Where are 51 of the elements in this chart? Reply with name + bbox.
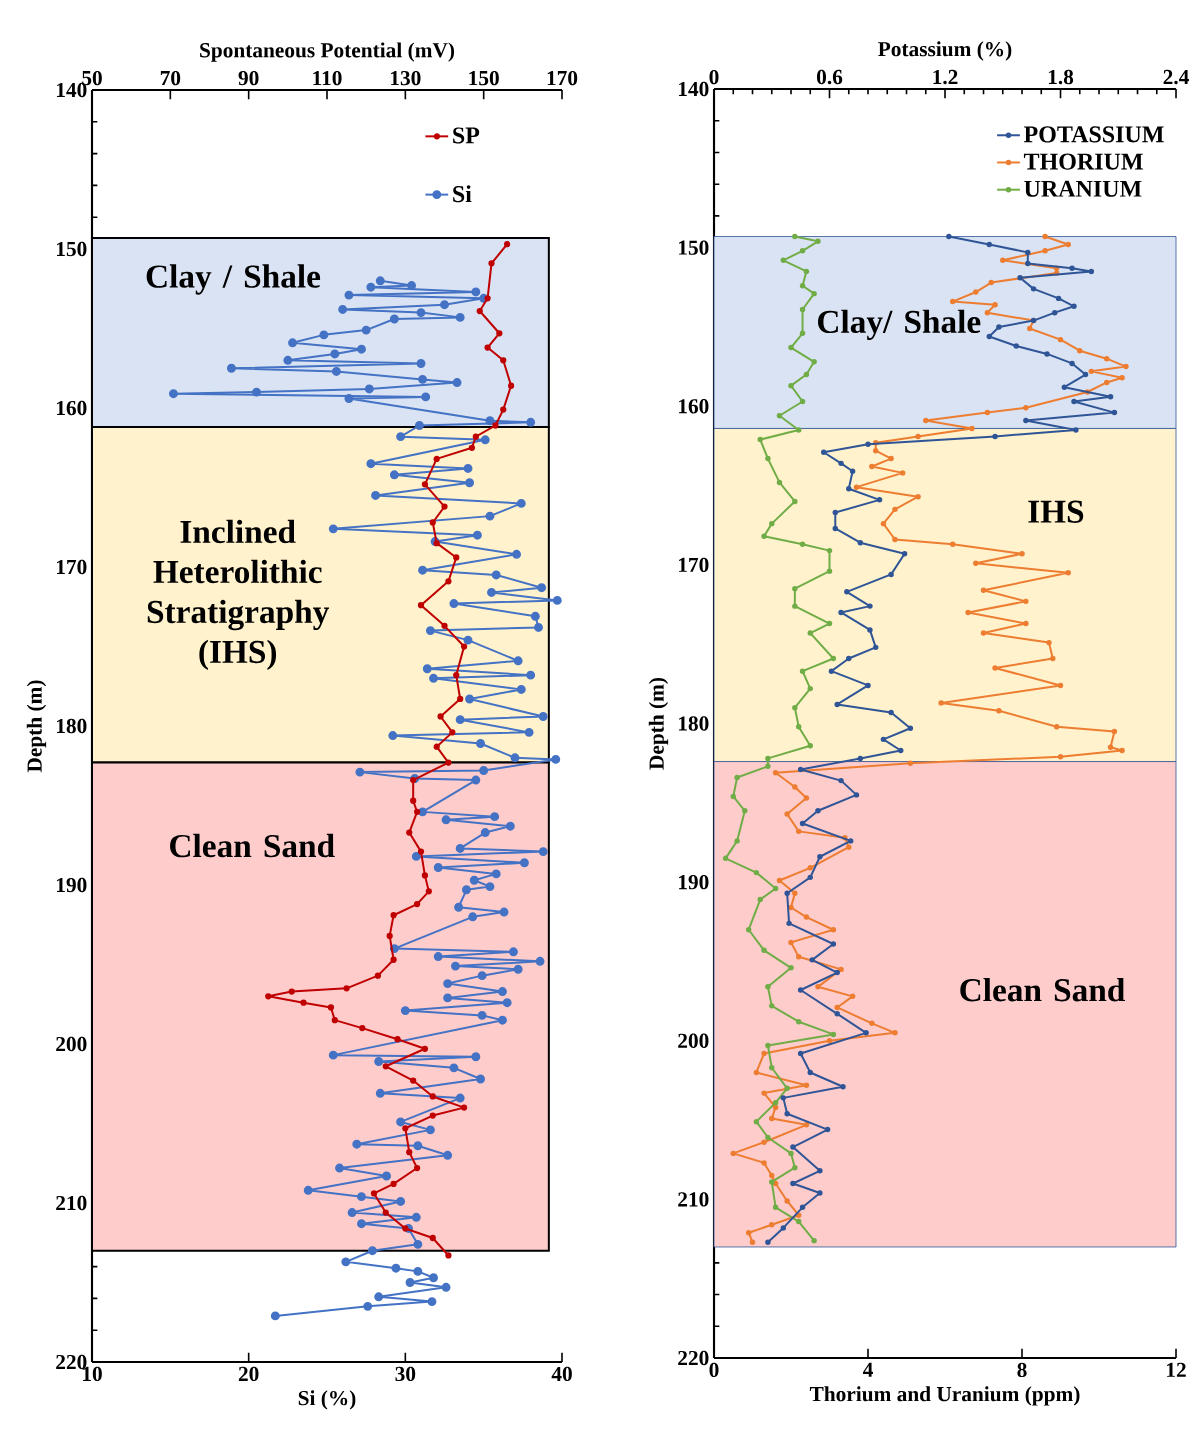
band-label: Inclined Heterolithic Stratigraphy (IHS) <box>147 519 330 670</box>
x-tick-label: 0 <box>709 1362 719 1378</box>
y-tick-label: 170 <box>679 557 709 573</box>
x-tick-label: 8 <box>1017 1362 1027 1378</box>
x-tick-label: 12 <box>1167 1362 1186 1377</box>
y-tick-label: 190 <box>57 877 87 893</box>
band-label: Clay/ Shale <box>818 309 981 340</box>
legend-label: SP <box>453 127 480 144</box>
y-tick-label: 200 <box>678 1033 709 1048</box>
x-tick-label: 30 <box>395 1366 416 1382</box>
y-axis-title: Depth (m) <box>648 677 669 770</box>
band-label: Clean Sand <box>170 833 335 858</box>
x2-tick-label: 110 <box>313 70 342 86</box>
band-label: Clay / Shale <box>146 264 321 295</box>
x-tick-label: 20 <box>238 1366 259 1382</box>
y-tick-label: 150 <box>679 240 709 255</box>
x-axis-title: Thorium and Uranium (ppm) <box>809 1386 1080 1406</box>
y-tick-label: 140 <box>679 81 709 97</box>
y-tick-label: 160 <box>679 399 709 414</box>
legend-label: URANIUM <box>1024 180 1142 197</box>
band-label: Clean Sand <box>960 977 1126 1002</box>
legend-label: Si <box>453 185 472 203</box>
legend-label: POTASSIUM <box>1023 126 1164 143</box>
y-tick-label: 210 <box>56 1195 87 1211</box>
y-tick-label: 170 <box>57 559 87 575</box>
x-tick-label: 4 <box>862 1362 873 1377</box>
y-tick-label: 190 <box>679 874 709 890</box>
y-tick-label: 150 <box>57 241 87 257</box>
y-tick-label: 180 <box>57 718 87 734</box>
y-tick-label: 220 <box>678 1350 709 1366</box>
band-label: IHS <box>1028 500 1084 523</box>
x2-tick-label: 130 <box>391 70 421 86</box>
x2-tick-label: 90 <box>238 70 259 86</box>
x2-tick-label: 70 <box>160 70 181 86</box>
x2-tick-label: 1.2 <box>933 69 958 85</box>
y-tick-label: 210 <box>678 1192 709 1207</box>
x2-tick-label: 0 <box>709 69 719 85</box>
y-axis-title: Depth (m) <box>26 680 47 773</box>
legend-label: THORIUM <box>1023 153 1143 170</box>
x2-tick-label: 2.4 <box>1163 69 1189 85</box>
y-tick-label: 160 <box>57 400 87 416</box>
x2-tick-label: 0.6 <box>816 69 843 85</box>
x-axis-title: Si (%) <box>298 1390 356 1410</box>
x-tick-label: 40 <box>551 1366 572 1382</box>
x2-axis-title: Spontaneous Potential (mV) <box>200 42 455 62</box>
x2-axis-title: Potassium (%) <box>878 41 1012 61</box>
x2-tick-label: 170 <box>547 70 578 86</box>
x2-tick-label: 1.8 <box>1048 69 1074 85</box>
x2-tick-label: 150 <box>469 70 499 86</box>
y-tick-label: 200 <box>56 1036 87 1052</box>
y-tick-label: 180 <box>679 716 709 731</box>
